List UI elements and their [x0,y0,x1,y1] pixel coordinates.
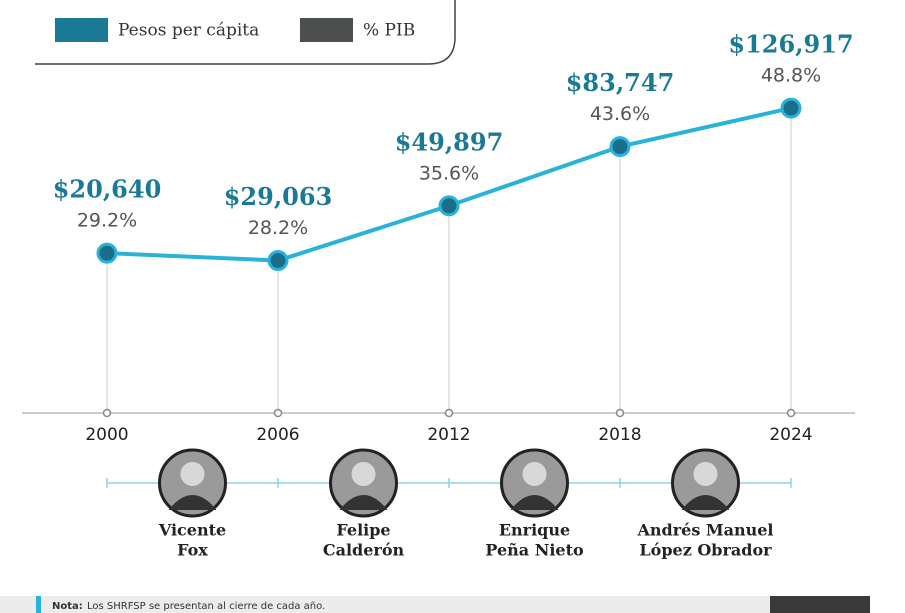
note-accent [36,596,41,613]
x-tick-label: 2018 [598,425,641,445]
president-name: López Obrador [639,541,772,560]
president-name: Andrés Manuel [636,521,773,540]
point [609,136,631,158]
pesos-label: $126,917 [728,30,853,59]
note-bar [0,596,770,613]
pib-label: 48.8% [761,65,821,87]
x-tick [786,408,796,418]
portrait-body [510,495,559,510]
portrait-head [351,462,376,486]
pesos-label: $20,640 [53,175,162,204]
president-name: Fox [177,541,208,560]
portrait-head [693,462,718,486]
pib-label: 35.6% [419,162,479,184]
x-tick-label: 2006 [256,425,299,445]
x-tick [444,408,454,418]
portrait-head [522,462,547,486]
point [780,97,802,119]
portrait-head [180,462,205,486]
legend-swatch [300,18,353,42]
logo-block [770,596,870,613]
pib-label: 29.2% [77,210,137,232]
president-name: Felipe [336,521,390,540]
legend-frame [35,0,456,65]
note-text: Los SHRFSP se presentan al cierre de cad… [87,601,325,612]
pib-label: 28.2% [248,217,308,239]
x-tick-label: 2012 [427,425,470,445]
note-label: Nota: [52,601,83,612]
president-name: Peña Nieto [485,541,584,560]
legend-swatch [55,18,108,42]
x-tick [102,408,112,418]
point [96,242,118,264]
president-name: Vicente [158,521,226,540]
president-name: Calderón [323,541,405,560]
pib-label: 43.6% [590,103,650,125]
pesos-label: $83,747 [566,68,675,97]
pesos-label: $29,063 [224,182,333,211]
pesos-label: $49,897 [395,127,504,156]
portrait-body [168,495,217,510]
x-tick [615,408,625,418]
point [267,250,289,272]
point [438,195,460,217]
portrait-body [339,495,388,510]
x-tick-label: 2024 [769,425,812,445]
x-tick [273,408,283,418]
portrait-body [681,495,730,510]
legend-label: Pesos per cápita [118,21,259,41]
president-name: Enrique [499,521,570,540]
legend-label: % PIB [363,21,415,41]
x-tick-label: 2000 [85,425,128,445]
